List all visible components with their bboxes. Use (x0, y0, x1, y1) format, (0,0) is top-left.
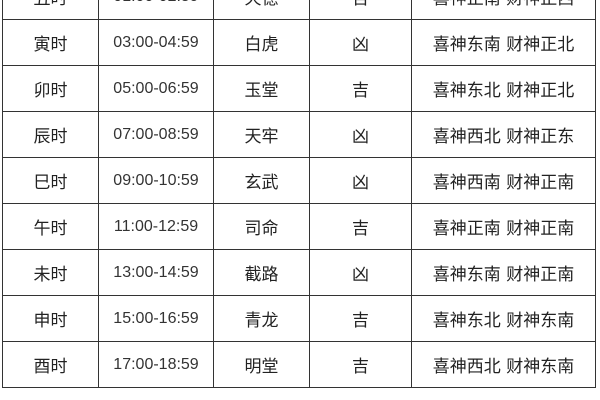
cell-direction: 喜神西北 财神东南 (411, 341, 596, 388)
cell-time: 05:00-06:59 (98, 65, 214, 112)
cell-luck: 吉 (309, 295, 412, 342)
cell-god: 明堂 (213, 341, 310, 388)
cell-god: 天德 (213, 0, 310, 20)
cell-shichen: 丑时 (2, 0, 99, 20)
table-row: 未时 13:00-14:59 截路凶喜神东南 财神正南 (2, 249, 596, 296)
cell-time: 15:00-16:59 (98, 295, 214, 342)
cell-luck: 凶 (309, 19, 412, 66)
table-row: 午时 11:00-12:59 司命吉喜神正南 财神正南 (2, 203, 596, 250)
cell-luck: 吉 (309, 203, 412, 250)
table-row: 酉时 17:00-18:59 明堂吉喜神西北 财神东南 (2, 341, 596, 388)
cell-shichen: 辰时 (2, 111, 99, 158)
cell-time: 11:00-12:59 (98, 203, 214, 250)
table-row: 巳时 09:00-10:59 玄武凶喜神西南 财神正南 (2, 157, 596, 204)
cell-time: 01:00-02:59 (98, 0, 214, 20)
cell-god: 青龙 (213, 295, 310, 342)
cell-time: 13:00-14:59 (98, 249, 214, 296)
cell-luck: 吉 (309, 341, 412, 388)
shichen-table: 丑时01:00-02:59天德吉喜神正南 财神正西寅时03:00-04:59白虎… (2, 0, 596, 388)
cell-luck: 吉 (309, 65, 412, 112)
cell-direction: 喜神东南 财神正北 (411, 19, 596, 66)
cell-direction: 喜神东北 财神东南 (411, 295, 596, 342)
cell-shichen: 寅时 (2, 19, 99, 66)
table-row: 卯时 05:00-06:59 玉堂吉喜神东北 财神正北 (2, 65, 596, 112)
cell-god: 玉堂 (213, 65, 310, 112)
cell-time: 03:00-04:59 (98, 19, 214, 66)
cell-shichen: 巳时 (2, 157, 99, 204)
cell-direction: 喜神西北 财神正东 (411, 111, 596, 158)
cell-time: 07:00-08:59 (98, 111, 214, 158)
cell-shichen: 卯时 (2, 65, 99, 112)
cell-god: 天牢 (213, 111, 310, 158)
cell-direction: 喜神东南 财神正南 (411, 249, 596, 296)
cell-god: 玄武 (213, 157, 310, 204)
table-row: 申时 15:00-16:59 青龙吉喜神东北 财神东南 (2, 295, 596, 342)
table-row: 寅时 03:00-04:59 白虎凶喜神东南 财神正北 (2, 19, 596, 66)
cell-god: 截路 (213, 249, 310, 296)
table-row: 丑时01:00-02:59天德吉喜神正南 财神正西 (2, 0, 596, 20)
table-row: 辰时 07:00-08:59 天牢凶喜神西北 财神正东 (2, 111, 596, 158)
cell-shichen: 申时 (2, 295, 99, 342)
cell-luck: 凶 (309, 249, 412, 296)
cell-time: 17:00-18:59 (98, 341, 214, 388)
cell-time: 09:00-10:59 (98, 157, 214, 204)
cell-god: 司命 (213, 203, 310, 250)
cell-shichen: 酉时 (2, 341, 99, 388)
cell-shichen: 午时 (2, 203, 99, 250)
cell-shichen: 未时 (2, 249, 99, 296)
cell-direction: 喜神西南 财神正南 (411, 157, 596, 204)
cell-luck: 凶 (309, 157, 412, 204)
cell-luck: 凶 (309, 111, 412, 158)
cell-direction: 喜神东北 财神正北 (411, 65, 596, 112)
cell-direction: 喜神正南 财神正西 (411, 0, 596, 20)
cell-luck: 吉 (309, 0, 412, 20)
cell-god: 白虎 (213, 19, 310, 66)
cell-direction: 喜神正南 财神正南 (411, 203, 596, 250)
